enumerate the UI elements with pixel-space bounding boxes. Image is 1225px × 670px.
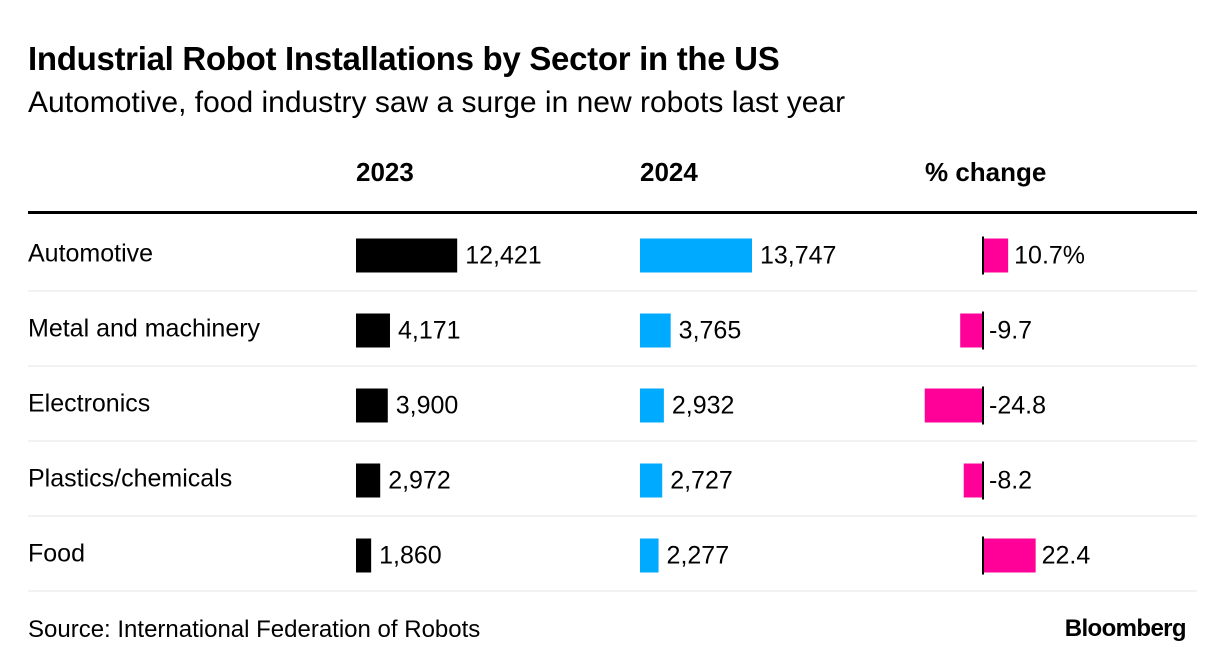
column-header-2024: 2024 <box>640 157 698 187</box>
value-label-change: -9.7 <box>989 317 1032 345</box>
bar-2024 <box>640 463 663 498</box>
value-label-change: 10.7% <box>1014 242 1085 270</box>
column-header-2023: 2023 <box>356 157 414 187</box>
bar-2024 <box>640 388 664 423</box>
value-label-2023: 4,171 <box>398 317 461 345</box>
bar-2023 <box>356 388 388 423</box>
value-label-2023: 12,421 <box>465 242 541 270</box>
value-label-2023: 1,860 <box>379 542 442 570</box>
bar-2023 <box>356 313 390 348</box>
value-label-2024: 3,765 <box>679 317 742 345</box>
sector-label: Metal and machinery <box>28 315 261 343</box>
bar-2023 <box>356 538 372 573</box>
bar-change <box>963 463 983 498</box>
value-label-2024: 13,747 <box>760 242 836 270</box>
sector-label: Food <box>28 540 85 568</box>
chart-subtitle: Automotive, food industry saw a surge in… <box>28 86 846 119</box>
value-label-2024: 2,932 <box>672 392 735 420</box>
bar-change <box>983 538 1036 573</box>
value-label-change: -24.8 <box>989 392 1046 420</box>
value-label-2024: 2,727 <box>670 467 733 495</box>
value-label-2024: 2,277 <box>667 542 730 570</box>
bar-2024 <box>640 538 659 573</box>
bar-2023 <box>356 463 381 498</box>
value-label-change: 22.4 <box>1042 542 1091 570</box>
bar-2023 <box>356 238 458 273</box>
header-rule <box>28 211 1197 214</box>
value-label-2023: 3,900 <box>396 392 459 420</box>
sector-label: Automotive <box>28 240 153 268</box>
column-header-change: % change <box>925 157 1047 187</box>
bar-2024 <box>640 238 752 273</box>
bar-2024 <box>640 313 671 348</box>
bar-change <box>983 238 1009 273</box>
value-label-2023: 2,972 <box>388 467 451 495</box>
bar-change <box>924 388 983 423</box>
bloomberg-logo: Bloomberg <box>1065 615 1186 642</box>
svg-text:Bloomberg: Bloomberg <box>1065 615 1186 642</box>
sector-label: Electronics <box>28 390 150 418</box>
value-label-change: -8.2 <box>989 467 1032 495</box>
sector-label: Plastics/chemicals <box>28 465 232 493</box>
bar-change <box>960 313 983 348</box>
chart-title: Industrial Robot Installations by Sector… <box>28 40 780 77</box>
source-note: Source: International Federation of Robo… <box>28 616 481 643</box>
